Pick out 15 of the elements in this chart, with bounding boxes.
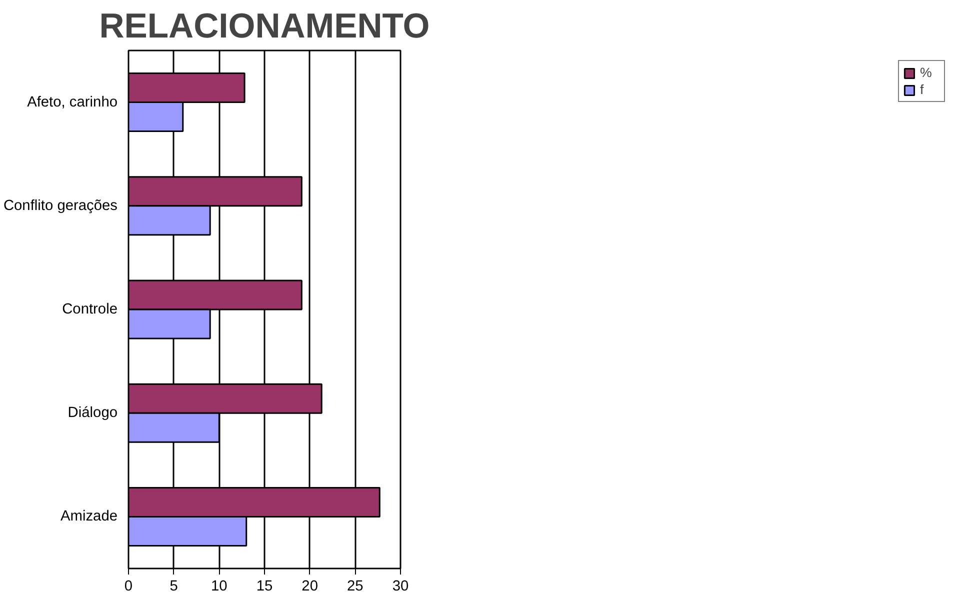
y-tick-label: Afeto, carinho <box>27 94 118 110</box>
y-tick-label: Amizade <box>60 508 118 525</box>
chart-title: RELACIONAMENTO <box>99 8 430 46</box>
y-tick-label: Conflito gerações <box>3 198 118 214</box>
legend-label: f <box>920 82 925 97</box>
legend-label: % <box>920 65 933 80</box>
y-tick-label: Controle <box>62 302 118 318</box>
x-tick-label: 30 <box>392 578 409 594</box>
x-tick-label: 20 <box>302 578 318 594</box>
x-tick-label: 0 <box>124 578 133 594</box>
x-tick-label: 10 <box>211 578 228 594</box>
y-tick-label: Diálogo <box>68 405 118 422</box>
x-tick-label: 25 <box>347 578 364 594</box>
x-tick-label: 15 <box>256 578 273 594</box>
x-tick-label: 5 <box>170 578 178 594</box>
